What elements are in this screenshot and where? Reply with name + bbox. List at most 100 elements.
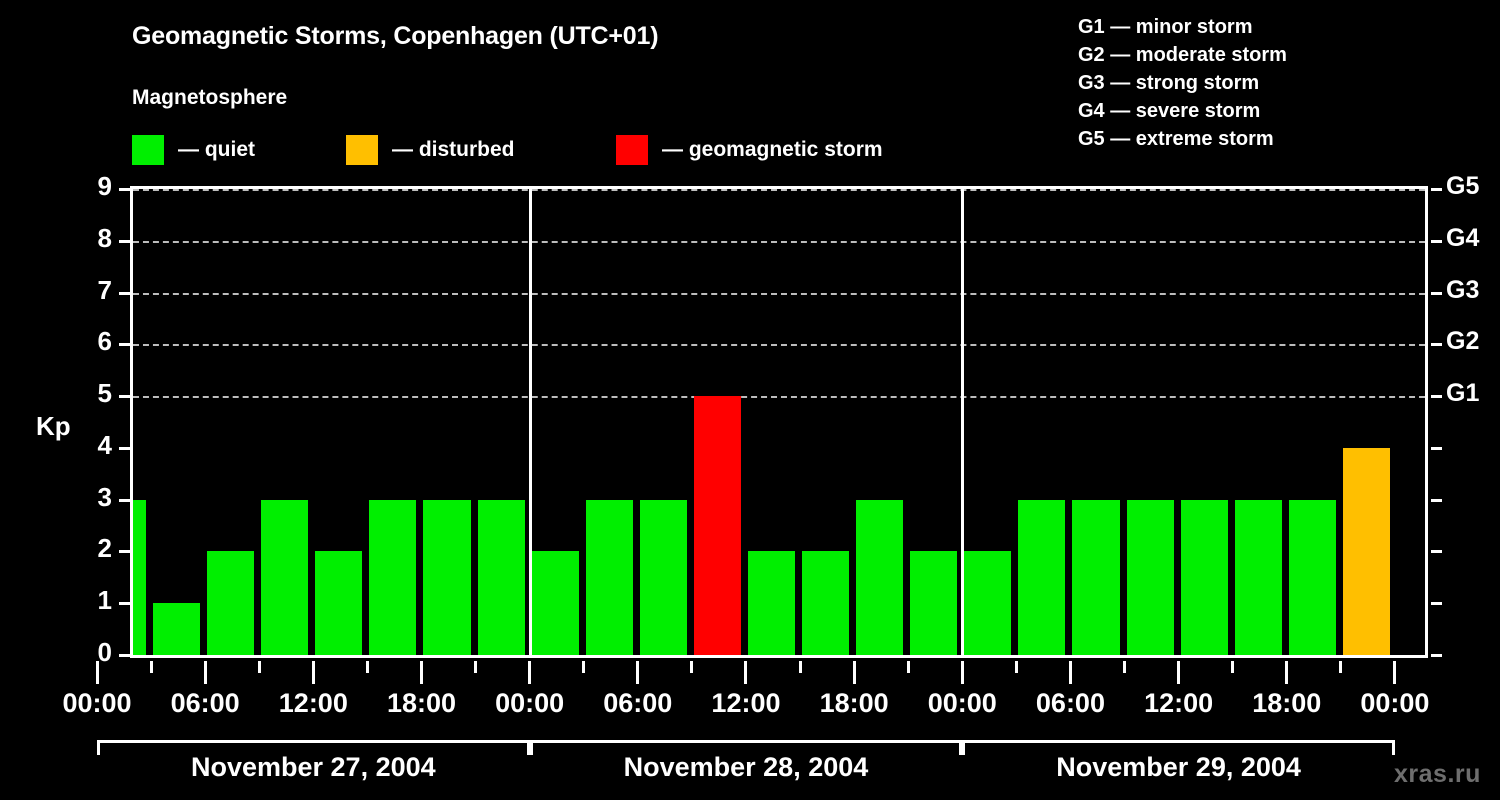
x-axis-tick-label: 06:00 — [170, 688, 240, 718]
bar — [369, 499, 417, 655]
bar — [531, 551, 579, 655]
bar — [1342, 447, 1390, 655]
y-axis-right-tick-g5 — [1431, 188, 1442, 191]
x-axis-tick-major — [636, 661, 640, 684]
x-axis-tick-minor — [1123, 661, 1127, 673]
bar — [207, 551, 255, 655]
x-axis-tick-label: 18:00 — [819, 688, 889, 718]
x-axis-tick-major — [1068, 661, 1072, 684]
y-axis-right-label-g3: G3 — [1446, 275, 1480, 304]
x-axis-tick-minor — [690, 661, 694, 673]
x-axis-tick-label: 00:00 — [1360, 688, 1430, 718]
y-axis-right-label-g4: G4 — [1446, 223, 1480, 252]
bar — [1288, 499, 1336, 655]
legend-item-quiet: — quiet — [132, 134, 255, 166]
gridline-kp-7 — [133, 292, 1425, 295]
x-axis-tick-major — [203, 661, 207, 684]
x-axis-tick-minor — [149, 661, 153, 673]
legend-swatch-quiet — [132, 135, 164, 165]
legend-item-disturbed: — disturbed — [346, 134, 515, 166]
y-axis-tick-label-8: 8 — [97, 222, 112, 253]
y-axis-right-minor-tick-0 — [1431, 654, 1442, 657]
bar — [693, 396, 741, 655]
y-axis-tick-label-2: 2 — [97, 533, 112, 564]
y-axis-right-minor-tick-4 — [1431, 446, 1442, 450]
x-axis-tick-minor — [906, 661, 910, 673]
y-axis-tick-5 — [119, 395, 130, 399]
x-axis-tick-minor — [365, 661, 369, 673]
x-axis-tick-label: 18:00 — [1252, 688, 1322, 718]
y-axis-right-minor-tick-3 — [1431, 498, 1442, 502]
bar — [1018, 499, 1066, 655]
x-axis-tick-label: 00:00 — [927, 688, 997, 718]
y-axis-tick-label-7: 7 — [97, 274, 112, 305]
y-axis-tick-label-0: 0 — [97, 637, 112, 667]
x-axis-tick-label: 06:00 — [1035, 688, 1105, 718]
x-axis-tick-label: 12:00 — [711, 688, 781, 718]
x-axis-tick-major — [744, 661, 748, 684]
bar — [315, 551, 363, 655]
bar — [856, 499, 904, 655]
g-scale-line-g3: G3 — strong storm — [1078, 72, 1260, 94]
plot-area — [130, 186, 1428, 658]
y-axis-tick-label-5: 5 — [97, 378, 112, 409]
g-scale-line-g2: G2 — moderate storm — [1078, 44, 1287, 66]
watermark: xras.ru — [1394, 760, 1481, 788]
y-axis-tick-label-9: 9 — [97, 171, 112, 201]
bar — [639, 499, 687, 655]
x-axis-tick-minor — [1231, 661, 1235, 673]
y-axis-tick-label-3: 3 — [97, 481, 112, 512]
y-axis-tick-4 — [119, 446, 130, 450]
x-axis-tick-label: 00:00 — [62, 688, 132, 718]
date-label-2: November 28, 2004 — [623, 752, 869, 782]
x-axis-tick-major — [95, 661, 99, 684]
y-axis-right-label-g2: G2 — [1446, 327, 1480, 356]
x-axis-tick-major — [311, 661, 315, 684]
g-scale-legend: G1 — minor storm G2 — moderate storm G3 … — [1078, 13, 1287, 153]
x-axis-tick-major — [960, 661, 964, 684]
magnetosphere-label: Magnetosphere — [132, 86, 288, 109]
x-axis-tick-minor — [474, 661, 478, 673]
x-axis-tick-major — [852, 661, 856, 684]
x-axis-tick-minor — [1014, 661, 1018, 673]
y-axis-tick-0 — [119, 654, 130, 657]
gridline-kp-8 — [133, 240, 1425, 243]
bar — [585, 499, 633, 655]
date-bracket-2 — [529, 740, 963, 755]
y-axis-right-tick-g4 — [1431, 239, 1442, 243]
y-axis-right-tick-g1 — [1431, 395, 1442, 399]
y-axis-right-tick-g3 — [1431, 291, 1442, 295]
gridline-kp-9 — [133, 189, 1425, 191]
x-axis-tick-minor — [257, 661, 261, 673]
bar — [1126, 499, 1174, 655]
y-axis-tick-7 — [119, 291, 130, 295]
g-scale-line-g5: G5 — extreme storm — [1078, 128, 1274, 150]
x-axis-tick-label: 18:00 — [386, 688, 456, 718]
bar — [153, 603, 201, 655]
plot-inner — [133, 189, 1425, 655]
x-axis-tick-label: 00:00 — [495, 688, 565, 718]
day-divider-1 — [528, 189, 532, 655]
date-label-3: November 29, 2004 — [1056, 752, 1301, 782]
legend-label-storm: — geomagnetic storm — [662, 138, 883, 161]
x-axis-tick-minor — [798, 661, 802, 673]
x-axis-tick-label: 06:00 — [603, 688, 673, 718]
y-axis-right-tick-g2 — [1431, 343, 1442, 347]
y-axis-tick-1 — [119, 602, 130, 606]
y-axis-tick-6 — [119, 343, 130, 347]
date-bracket-1 — [97, 740, 530, 755]
x-axis-tick-minor — [1339, 661, 1343, 673]
legend-label-disturbed: — disturbed — [392, 138, 515, 161]
y-axis-right-minor-tick-2 — [1431, 550, 1442, 554]
y-axis-tick-label-4: 4 — [97, 429, 112, 460]
x-axis-tick-minor — [582, 661, 586, 673]
y-axis-tick-9 — [119, 188, 130, 191]
y-axis-tick-3 — [119, 498, 130, 502]
x-axis-tick-label: 12:00 — [278, 688, 348, 718]
x-axis-tick-label: 12:00 — [1144, 688, 1214, 718]
y-axis-right-label-g5: G5 — [1446, 172, 1480, 200]
x-axis-tick-major — [528, 661, 532, 684]
bar — [261, 499, 309, 655]
date-bracket-3 — [962, 740, 1395, 755]
